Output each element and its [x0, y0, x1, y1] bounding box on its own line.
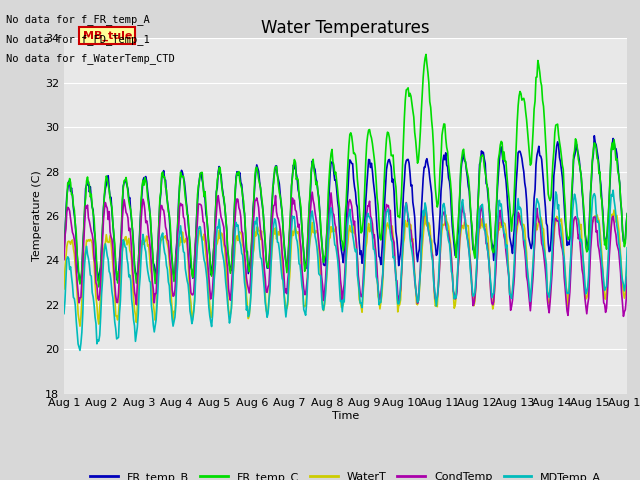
Line: WaterT: WaterT — [64, 210, 627, 326]
FR_temp_C — [486, 211, 494, 217]
MDTemp_A — [316, 272, 324, 278]
FR_temp_B — [485, 203, 493, 209]
FR_temp_C — [161, 174, 168, 180]
Line: FR_temp_B: FR_temp_B — [64, 136, 627, 281]
Text: No data for f_FD_Temp_1: No data for f_FD_Temp_1 — [6, 34, 150, 45]
CondTemp — [205, 273, 212, 279]
Legend: FR_temp_B, FR_temp_C, WaterT, CondTemp, MDTemp_A: FR_temp_B, FR_temp_C, WaterT, CondTemp, … — [86, 468, 605, 480]
CondTemp — [623, 274, 631, 280]
MDTemp_A — [393, 290, 401, 296]
MDTemp_A — [76, 348, 84, 353]
FR_temp_C — [623, 211, 631, 216]
MDTemp_A — [485, 262, 493, 267]
WaterT — [60, 286, 68, 292]
WaterT — [437, 238, 445, 243]
FR_temp_B — [206, 252, 214, 257]
FR_temp_B — [393, 236, 401, 241]
MDTemp_A — [609, 187, 617, 193]
FR_temp_C — [60, 251, 68, 257]
FR_temp_B — [437, 188, 445, 193]
Title: Water Temperatures: Water Temperatures — [261, 19, 430, 37]
WaterT — [610, 207, 618, 213]
CondTemp — [308, 189, 316, 195]
FR_temp_B — [161, 176, 168, 182]
MDTemp_A — [623, 245, 631, 251]
Line: FR_temp_C: FR_temp_C — [64, 54, 627, 287]
WaterT — [485, 253, 493, 259]
WaterT — [316, 263, 324, 269]
FR_temp_C — [95, 284, 102, 290]
Line: CondTemp: CondTemp — [64, 192, 627, 316]
Text: MB_tule: MB_tule — [83, 30, 132, 41]
Line: MDTemp_A: MDTemp_A — [64, 190, 627, 350]
WaterT — [623, 255, 631, 261]
FR_temp_C — [316, 209, 324, 215]
FR_temp_C — [206, 252, 214, 258]
CondTemp — [60, 257, 68, 263]
CondTemp — [316, 248, 324, 254]
CondTemp — [485, 259, 493, 264]
FR_temp_C — [422, 51, 430, 57]
MDTemp_A — [437, 230, 445, 236]
Y-axis label: Temperature (C): Temperature (C) — [32, 170, 42, 262]
Text: No data for f_FR_temp_A: No data for f_FR_temp_A — [6, 14, 150, 25]
FR_temp_B — [623, 211, 631, 217]
CondTemp — [160, 207, 168, 213]
MDTemp_A — [206, 313, 214, 319]
FR_temp_B — [76, 278, 84, 284]
X-axis label: Time: Time — [332, 411, 359, 421]
WaterT — [76, 324, 84, 329]
FR_temp_B — [316, 209, 324, 215]
WaterT — [393, 285, 401, 290]
Text: No data for f_WaterTemp_CTD: No data for f_WaterTemp_CTD — [6, 53, 175, 64]
CondTemp — [393, 278, 401, 284]
CondTemp — [437, 229, 445, 235]
FR_temp_B — [591, 133, 598, 139]
MDTemp_A — [60, 311, 68, 316]
FR_temp_C — [438, 132, 446, 138]
FR_temp_B — [60, 245, 68, 251]
CondTemp — [620, 313, 627, 319]
FR_temp_C — [393, 201, 401, 206]
MDTemp_A — [161, 250, 168, 255]
WaterT — [161, 235, 168, 240]
WaterT — [206, 302, 214, 308]
